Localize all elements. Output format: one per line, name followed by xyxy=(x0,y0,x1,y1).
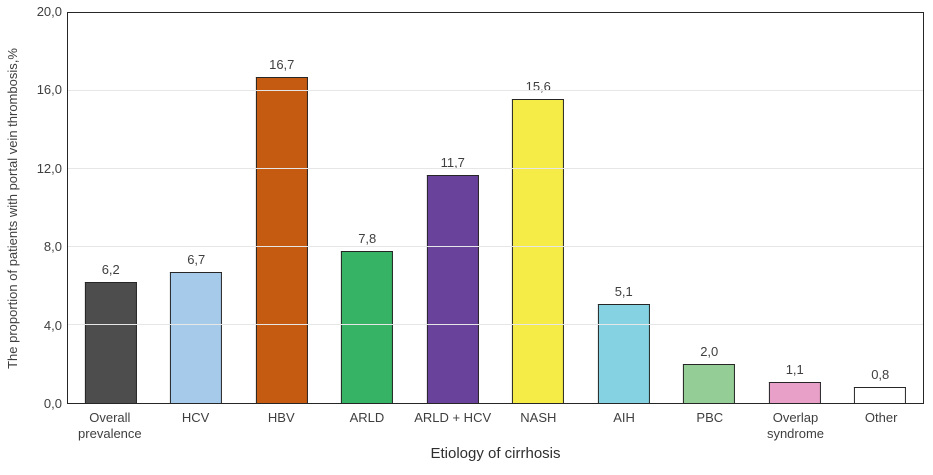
bar-value-label: 6,7 xyxy=(187,252,206,268)
bar-value-label: 2,0 xyxy=(700,344,719,359)
y-tick-label: 8,0 xyxy=(43,239,62,255)
y-tick-label: 20,0 xyxy=(36,4,62,19)
bar-value-label: 15,6 xyxy=(525,78,551,94)
bar-slot: 5,1 xyxy=(581,13,667,403)
bar-value-label: 6,2 xyxy=(101,262,120,278)
x-axis-ticks: Overall prevalence HCV HBV ARLD ARLD + HCV NA… xyxy=(67,410,924,442)
y-tick-label: 16,0 xyxy=(36,82,62,98)
bar-slot: 0,8 xyxy=(838,13,924,403)
gridline xyxy=(68,90,923,91)
y-axis-ticks: 0,0 4,0 8,0 12,0 16,0 20,0 xyxy=(0,4,62,411)
x-tick-label: ARLD + HCV xyxy=(414,410,492,425)
bar-value-label: 5,1 xyxy=(614,283,633,299)
bar-value-label: 7,8 xyxy=(358,230,377,246)
x-tick-label: Overall prevalence xyxy=(78,410,142,441)
x-axis-title: Etiology of cirrhosis xyxy=(430,445,561,462)
plot-area: 6,2 6,7 16,7 7,8 11,7 15,6 5,1 2,0 1,1 0,8 xyxy=(67,12,924,404)
bar-slot: 6,2 xyxy=(68,13,154,403)
x-tick-label: NASH xyxy=(520,410,557,425)
x-tick-label: HBV xyxy=(267,410,295,425)
x-tick-label: PBC xyxy=(696,410,724,425)
bar-other xyxy=(854,387,907,403)
bar-arld xyxy=(341,250,394,403)
x-tick-label: HCV xyxy=(181,410,210,425)
gridline xyxy=(68,324,923,325)
bar-value-label: 11,7 xyxy=(440,154,465,170)
gridline xyxy=(68,246,923,247)
y-tick-label: 12,0 xyxy=(36,160,62,176)
bar-slot: 2,0 xyxy=(667,13,753,403)
bar-overall-prevalence xyxy=(84,282,137,403)
bar-hbv xyxy=(255,77,308,403)
y-tick-label: 0,0 xyxy=(43,396,62,411)
bar-slot: 1,1 xyxy=(752,13,838,403)
bar-hcv xyxy=(170,272,223,403)
bar-slot: 16,7 xyxy=(239,13,325,403)
bar-slot: 6,7 xyxy=(154,13,240,403)
bar-slot: 15,6 xyxy=(496,13,582,403)
bar-slot: 7,8 xyxy=(325,13,411,403)
bar-slot: 11,7 xyxy=(410,13,496,403)
bar-value-label: 16,7 xyxy=(269,57,295,73)
bar-nash xyxy=(512,98,565,403)
bar-arld-hcv xyxy=(426,174,479,403)
y-tick-label: 4,0 xyxy=(43,317,62,333)
bar-overlap-syndrome xyxy=(768,381,821,403)
x-tick-label: Other xyxy=(864,410,898,425)
x-tick-label: AIH xyxy=(613,410,635,425)
bar-aih xyxy=(597,303,650,403)
bar-value-label: 1,1 xyxy=(785,361,804,377)
bar-slots: 6,2 6,7 16,7 7,8 11,7 15,6 5,1 2,0 1,1 0,8 xyxy=(68,13,923,403)
bar-value-label: 0,8 xyxy=(871,367,890,383)
bar-pbc xyxy=(683,364,736,403)
gridline xyxy=(68,168,923,169)
x-tick-label: ARLD xyxy=(349,410,385,425)
x-tick-label: Overlap syndrome xyxy=(766,410,825,441)
